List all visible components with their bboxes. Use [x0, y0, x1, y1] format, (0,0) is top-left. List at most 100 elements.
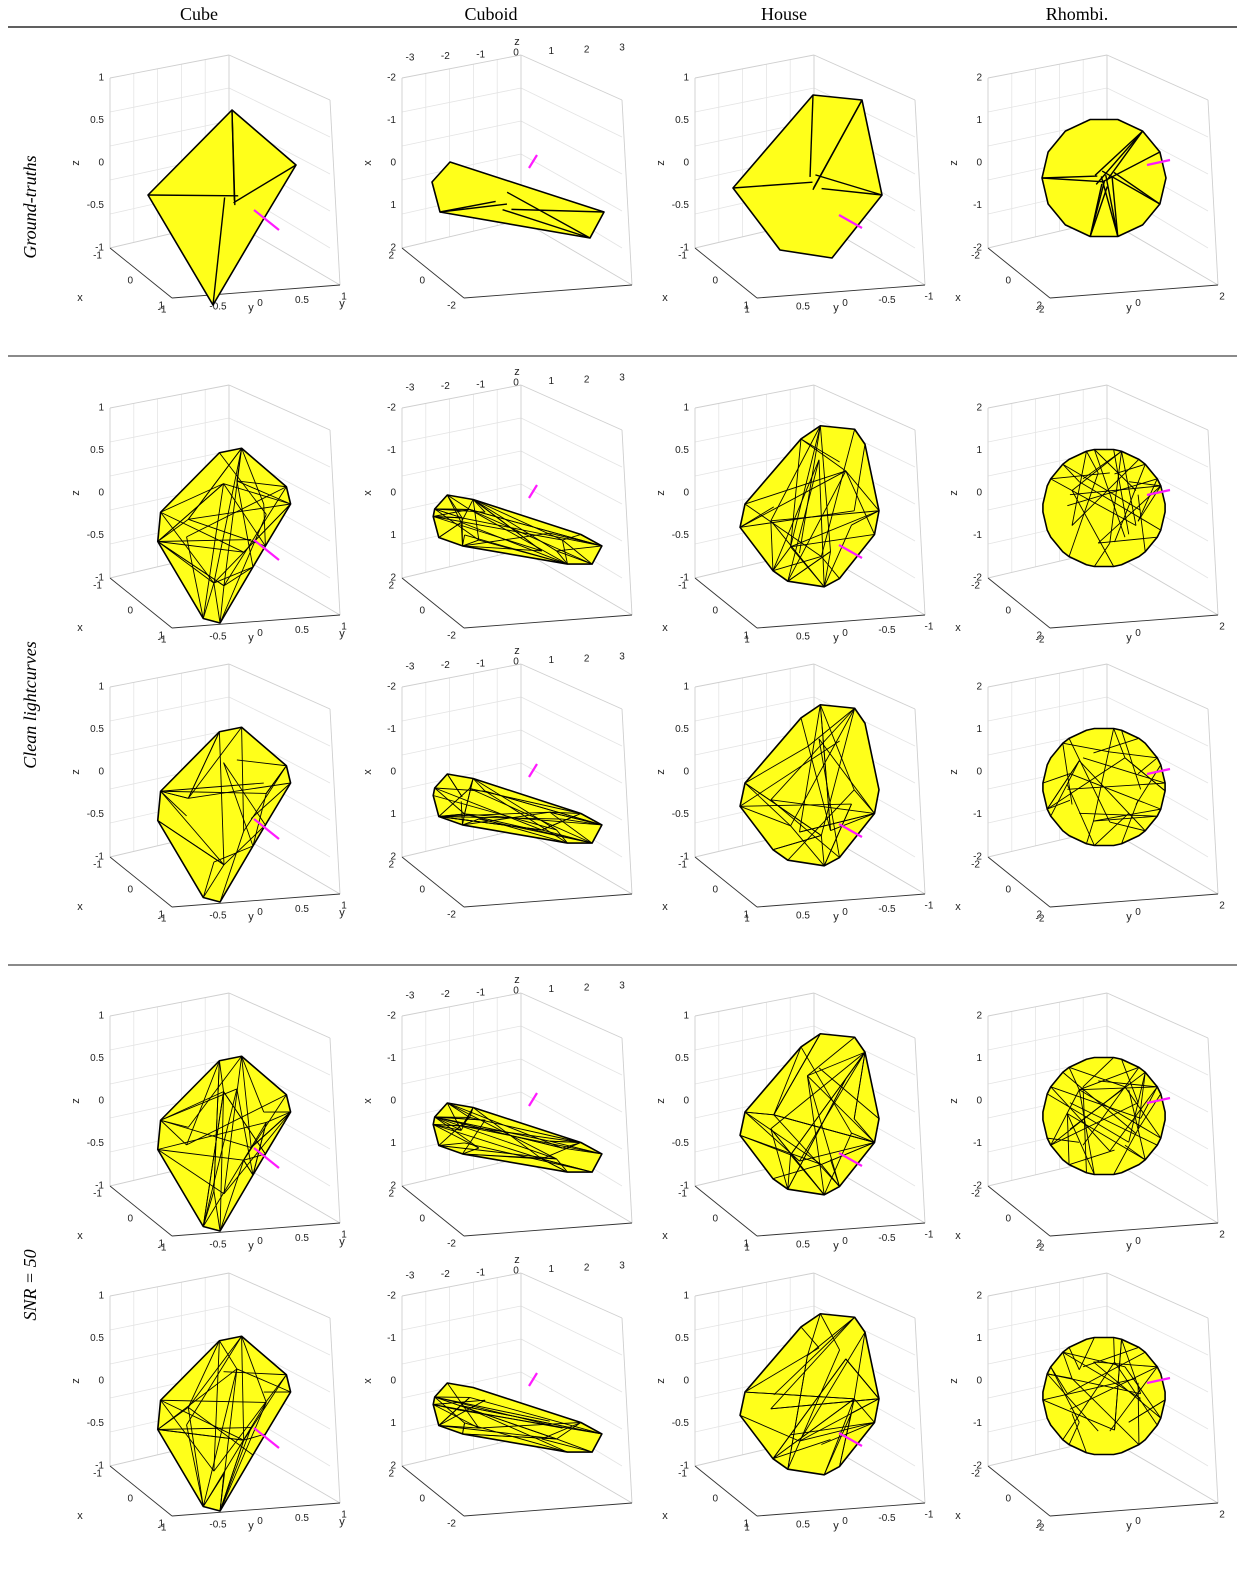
axis-line [757, 1223, 925, 1236]
row-label: Ground-truths [20, 155, 40, 258]
tick-label: -1 [476, 1267, 485, 1278]
axis-label: y [1126, 1520, 1132, 1532]
tick-label: -3 [406, 53, 415, 64]
tick-label: 1 [549, 46, 555, 57]
tick-label: -2 [447, 301, 456, 312]
axis-label: z [655, 490, 667, 496]
tick-label: -1 [476, 49, 485, 60]
axis-line [695, 1186, 757, 1236]
tick-label: -1 [387, 724, 396, 735]
axis-line [402, 1466, 464, 1516]
tick-label: 0 [513, 378, 519, 389]
tick-label: 1 [98, 682, 104, 693]
tick-label: 0 [257, 907, 263, 918]
box-edge [521, 55, 622, 100]
axis-line [464, 1223, 632, 1236]
tick-label: -2 [387, 1291, 396, 1302]
grid-line [402, 1306, 521, 1330]
tick-label: 1 [98, 73, 104, 84]
column-header: Cube [180, 4, 218, 24]
tick-label: -1 [678, 251, 687, 262]
tick-label: 0 [390, 1376, 396, 1387]
tick-label: -0.5 [209, 1519, 227, 1530]
tick-label: -1 [476, 658, 485, 669]
grid-line [402, 1026, 521, 1050]
tick-label: -2 [1036, 1523, 1045, 1534]
grid-line [695, 418, 814, 442]
column-header: Cuboid [464, 4, 517, 24]
axis-line [402, 248, 464, 298]
box-edge [521, 1273, 622, 1318]
tick-label: 2 [388, 1189, 394, 1200]
tick-label: 0 [842, 628, 848, 639]
tick-label: 1 [390, 530, 396, 541]
tick-label: 0 [683, 1096, 689, 1107]
tick-label: 0.5 [675, 115, 689, 126]
tick-label: -1 [973, 200, 982, 211]
axis-label: y [248, 632, 254, 644]
box-edge [402, 55, 521, 78]
tick-label: 0 [1135, 298, 1141, 309]
grid-line [521, 1059, 622, 1112]
axis-label: x [955, 1510, 961, 1522]
tick-label: -0.5 [87, 530, 105, 541]
tick-label: 0 [683, 1376, 689, 1387]
tick-label: 1 [744, 635, 750, 646]
tick-label: 2 [1219, 292, 1225, 303]
tick-label: -2 [387, 403, 396, 414]
tick-label: -1 [678, 1189, 687, 1200]
axis-line [988, 578, 1050, 628]
tick-label: -1 [476, 379, 485, 390]
tick-label: -1 [387, 445, 396, 456]
shape [432, 162, 604, 238]
box-edge [695, 1273, 814, 1296]
axis-label: x [955, 901, 961, 913]
tick-label: -2 [447, 631, 456, 642]
tick-label: -0.5 [672, 809, 690, 820]
tick-label: -3 [406, 383, 415, 394]
grid-line [988, 418, 1107, 442]
box-edge [402, 385, 521, 408]
box-edge [110, 664, 229, 687]
tick-label: -1 [973, 1138, 982, 1149]
tick-label: 1 [744, 914, 750, 925]
axis-label: x [77, 292, 83, 304]
tick-label: -2 [971, 581, 980, 592]
axis-label: y [1126, 632, 1132, 644]
tick-label: 0 [1005, 885, 1011, 896]
shape [158, 1056, 291, 1231]
panel: 10.50-0.5-1z-101x-1-0.500.51y [70, 1273, 347, 1534]
axis-label: x [362, 1378, 374, 1384]
box-edge [988, 993, 1107, 1016]
tick-label: -2 [971, 251, 980, 262]
tick-label: 1 [976, 115, 982, 126]
tick-label: -1 [93, 860, 102, 871]
box-edge [622, 1038, 632, 1223]
grid-line [695, 88, 814, 112]
axis-label: y [248, 1520, 254, 1532]
box-edge [402, 993, 521, 1016]
tick-label: 0.5 [295, 1233, 309, 1244]
tick-label: -3 [406, 991, 415, 1002]
axis-label: y [248, 1240, 254, 1252]
tick-label: -1 [158, 1243, 167, 1254]
axis-line [1050, 1503, 1218, 1516]
axis-line [110, 578, 172, 628]
tick-label: 2 [1219, 1510, 1225, 1521]
tick-label: -1 [973, 809, 982, 820]
tick-label: 2 [388, 1469, 394, 1480]
box-edge [402, 220, 521, 248]
tick-label: 1 [744, 305, 750, 316]
axis-label: x [662, 292, 668, 304]
tick-label: -3 [406, 662, 415, 673]
box-edge [229, 385, 330, 430]
axis-line [1050, 894, 1218, 907]
box-edge [402, 829, 521, 857]
tick-label: -1 [158, 305, 167, 316]
tick-label: -0.5 [87, 1138, 105, 1149]
grid-line [402, 730, 521, 755]
grid-line [521, 1026, 622, 1075]
panel: 10.50-0.5-1z-101x-1-0.500.51y [70, 664, 347, 925]
tick-label: -2 [1036, 914, 1045, 925]
